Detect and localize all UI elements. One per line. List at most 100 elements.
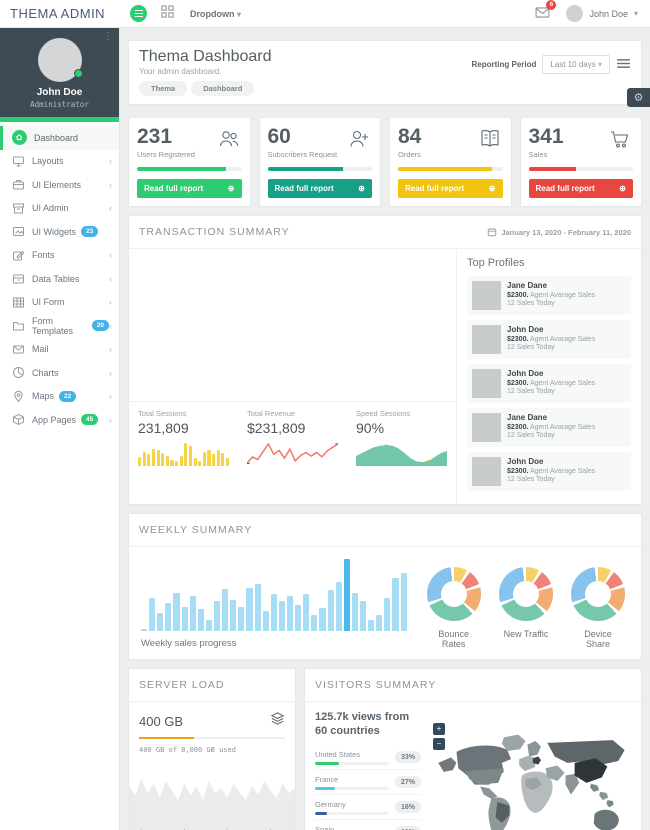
edit-icon xyxy=(12,249,25,262)
country-row-germany: Germany 16% xyxy=(315,795,421,820)
profile-list-item[interactable]: John Doe $2300. Agent Avarage Sales 12 Sal… xyxy=(467,364,631,403)
mail-count-badge: 6 xyxy=(546,0,557,10)
sidebar-item-data-tables[interactable]: Data Tables ‹ xyxy=(0,267,119,291)
profile-avatar[interactable] xyxy=(37,38,83,82)
weekly-bar xyxy=(335,582,342,631)
map-pin-icon xyxy=(12,390,25,403)
chevron-down-icon: ▾ xyxy=(237,9,242,19)
sidebar-item-fonts[interactable]: Fonts ‹ xyxy=(0,244,119,268)
read-full-report-button[interactable]: Read full report ⊕ xyxy=(528,179,633,198)
users-icon xyxy=(217,127,241,156)
home-icon xyxy=(12,130,27,146)
stat-label: Orders xyxy=(398,150,421,159)
read-full-report-button[interactable]: Read full report ⊕ xyxy=(137,179,242,198)
donut-ring xyxy=(571,567,625,621)
country-percent-badge: 27% xyxy=(394,776,421,788)
world-map[interactable]: + − xyxy=(431,711,631,830)
weekly-bar xyxy=(376,615,383,631)
read-full-report-button[interactable]: Read full report ⊕ xyxy=(267,179,372,198)
sidebar-item-ui-admin[interactable]: UI Admin ‹ xyxy=(0,197,119,221)
sessions-bar xyxy=(138,456,142,466)
profile-list-item[interactable]: John Doe $2300. Agent Avarage Sales 12 Sal… xyxy=(467,320,631,359)
donut-ring xyxy=(426,567,481,621)
country-bar xyxy=(315,786,389,790)
settings-gear-button[interactable]: ⚙ xyxy=(627,88,650,107)
weekly-bar xyxy=(319,608,326,631)
cart-icon xyxy=(608,127,632,156)
count-badge: 20 xyxy=(91,320,109,332)
sidebar-item-ui-elements[interactable]: UI Elements ‹ xyxy=(0,173,119,197)
page-title: Thema Dashboard xyxy=(139,48,272,65)
country-row-spain: Spain 11% xyxy=(315,820,421,830)
breadcrumb-item-thema[interactable]: Thema xyxy=(139,81,188,96)
weekly-bar xyxy=(368,619,375,631)
apps-grid-icon[interactable] xyxy=(161,4,174,23)
transaction-summary-title: TRANSACTION SUMMARY xyxy=(139,226,290,238)
sidebar-item-dashboard[interactable]: Dashboard xyxy=(0,126,119,150)
stat-progress xyxy=(267,167,372,171)
country-name: United States xyxy=(315,749,361,759)
mini-stat-total-sessions: Total Sessions 231,809 xyxy=(129,402,238,475)
visitors-heading: 125.7k views from 60 countries xyxy=(315,711,410,737)
sidebar-item-layouts[interactable]: Layouts ‹ xyxy=(0,150,119,174)
avatar xyxy=(566,5,584,22)
sidebar-item-label: UI Widgets xyxy=(32,226,77,237)
map-zoom-in-button[interactable]: + xyxy=(433,723,445,735)
weekly-bar xyxy=(222,588,229,631)
stat-label: Users Registered xyxy=(137,150,195,159)
sidebar-profile: ⋮ John Doe Administrator xyxy=(0,28,119,117)
stat-cards-row: 231 Users Registered Read full report ⊕ 60 S… xyxy=(128,117,642,207)
user-menu[interactable]: John Doe ▾ xyxy=(566,5,638,22)
profile-today: 12 Sales Today xyxy=(507,344,555,351)
chevron-left-icon: ‹ xyxy=(109,273,112,284)
brand-logo[interactable]: THEMA ADMIN xyxy=(10,6,106,21)
sidebar-item-ui-form[interactable]: UI Form ‹ xyxy=(0,291,119,315)
layers-icon[interactable] xyxy=(270,711,285,731)
dropdown-menu[interactable]: Dropdown ▾ xyxy=(190,8,242,19)
sessions-bar xyxy=(151,449,155,466)
online-status-dot xyxy=(73,69,83,78)
sidebar: ⋮ John Doe Administrator Dashboard Layout… xyxy=(0,28,120,830)
donut-charts: Bounce Rates New Traffic Device Share xyxy=(426,567,629,649)
profile-thumbnail xyxy=(472,457,501,486)
profile-name: Jane Dane xyxy=(507,413,548,422)
profile-options-icon[interactable]: ⋮ xyxy=(103,31,113,42)
reporting-period-label: Reporting Period xyxy=(471,60,537,69)
reporting-period-select[interactable]: Last 10 days ▾ xyxy=(542,55,610,74)
profile-list-item[interactable]: Jane Dane $2300. Agent Avarage Sales 12 Sa… xyxy=(467,276,631,315)
list-view-icon[interactable] xyxy=(616,56,631,74)
sidebar-item-mail[interactable]: Mail ‹ xyxy=(0,338,119,362)
stat-card-sales: 341 Sales Read full report ⊕ xyxy=(519,117,642,207)
weekly-bar xyxy=(141,628,148,631)
transaction-summary-card: TRANSACTION SUMMARY January 13, 2020 - F… xyxy=(128,215,642,505)
donut-label: New Traffic xyxy=(503,629,549,639)
country-name: France xyxy=(315,774,339,784)
sidebar-accent-bar xyxy=(0,117,119,122)
sidebar-toggle-button[interactable] xyxy=(130,5,147,22)
donut-chart-device-share: Device Share xyxy=(571,567,625,649)
search-icon[interactable] xyxy=(506,5,519,23)
sidebar-item-ui-widgets[interactable]: UI Widgets 23 xyxy=(0,220,119,244)
cube-icon xyxy=(12,413,25,426)
profile-list-item[interactable]: Jane Dane $2300. Agent Avarage Sales 12 Sa… xyxy=(467,408,631,447)
donut-label: Bounce Rates xyxy=(438,629,469,649)
weekly-summary-card: WEEKLY SUMMARY Weekly sales progress Bou… xyxy=(128,513,642,660)
folder-icon xyxy=(12,319,25,332)
date-range[interactable]: January 13, 2020 - February 11, 2020 xyxy=(487,227,631,237)
weekly-bar xyxy=(246,588,253,631)
sidebar-item-charts[interactable]: Charts ‹ xyxy=(0,361,119,385)
profile-list-item[interactable]: John Doe $2300. Agent Avarage Sales 12 Sal… xyxy=(467,452,631,491)
weekly-bar xyxy=(359,601,367,631)
sessions-bar xyxy=(188,445,192,466)
read-full-report-button[interactable]: Read full report ⊕ xyxy=(398,179,503,198)
sidebar-item-form-templates[interactable]: Form Templates 20 ‹ xyxy=(0,314,119,338)
breadcrumb-item-dashboard[interactable]: Dashboard xyxy=(191,81,255,96)
sidebar-item-maps[interactable]: Maps 22 ‹ xyxy=(0,385,119,409)
stat-progress xyxy=(398,167,503,171)
sidebar-item-app-pages[interactable]: App Pages 45 ‹ xyxy=(0,408,119,432)
weekly-bar xyxy=(157,612,164,631)
map-zoom-out-button[interactable]: − xyxy=(433,738,445,750)
mail-icon[interactable]: 6 xyxy=(535,0,557,23)
topbar: THEMA ADMIN Dropdown ▾ 6 John Doe ▾ xyxy=(0,0,650,28)
weekly-bar xyxy=(173,592,180,631)
